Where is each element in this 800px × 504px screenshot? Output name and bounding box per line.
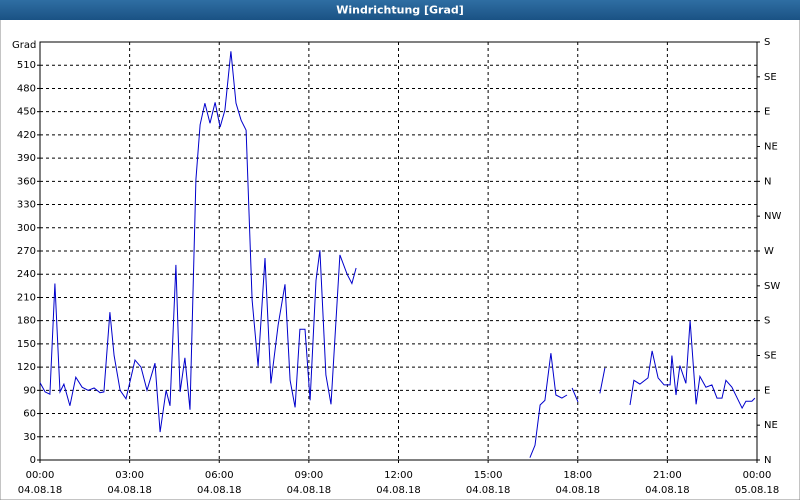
y-tick-label: 240 <box>17 269 36 280</box>
y-tick-label: 0 <box>30 455 36 466</box>
chart-title: Windrichtung [Grad] <box>336 4 464 17</box>
x-tick-date: 05.08.18 <box>735 485 780 496</box>
y-tick-label: 210 <box>17 292 36 303</box>
y2-tick-label: NE <box>764 142 778 153</box>
data-line <box>39 51 756 458</box>
y-tick-label: 270 <box>17 246 36 257</box>
y2-tick-label: NE <box>764 420 778 431</box>
y2-tick-label: SW <box>764 281 780 292</box>
y-tick-label: 150 <box>17 339 36 350</box>
x-tick-label: 09:00 <box>294 470 323 481</box>
y-tick-label: 360 <box>17 176 36 187</box>
y-tick-label: 60 <box>23 409 36 420</box>
y2-tick-label: E <box>764 107 770 118</box>
x-tick-date: 04.08.18 <box>645 485 690 496</box>
x-tick-date: 04.08.18 <box>287 485 332 496</box>
x-tick-label: 06:00 <box>205 470 234 481</box>
x-tick-label: 03:00 <box>115 470 144 481</box>
y-tick-label: 390 <box>17 153 36 164</box>
y-tick-label: 120 <box>17 362 36 373</box>
title-bar <box>0 0 800 20</box>
y-tick-label: 30 <box>23 432 36 443</box>
x-tick-date: 04.08.18 <box>197 485 242 496</box>
y2-tick-label: NW <box>764 211 781 222</box>
y-tick-label: 90 <box>23 385 36 396</box>
y2-tick-label: W <box>764 246 774 257</box>
y2-tick-label: SE <box>764 351 777 362</box>
x-tick-date: 04.08.18 <box>107 485 152 496</box>
y2-tick-label: N <box>764 176 771 187</box>
x-tick-label: 00:00 <box>743 470 772 481</box>
y-tick-label: 450 <box>17 107 36 118</box>
y-tick-label: 300 <box>17 223 36 234</box>
x-tick-label: 15:00 <box>474 470 503 481</box>
y2-tick-label: SE <box>764 72 777 83</box>
x-tick-label: 18:00 <box>563 470 592 481</box>
x-tick-label: 00:00 <box>26 470 55 481</box>
y2-tick-label: N <box>764 455 771 466</box>
x-tick-date: 04.08.18 <box>555 485 600 496</box>
x-tick-label: 21:00 <box>653 470 682 481</box>
y-axis-label: Grad <box>12 40 36 51</box>
y-tick-label: 480 <box>17 83 36 94</box>
x-tick-date: 04.08.18 <box>466 485 511 496</box>
y-tick-label: 180 <box>17 316 36 327</box>
y2-tick-label: S <box>764 316 770 327</box>
y-tick-label: 420 <box>17 130 36 141</box>
y-tick-label: 330 <box>17 200 36 211</box>
y-tick-label: 510 <box>17 60 36 71</box>
y2-tick-label: S <box>764 37 770 48</box>
x-tick-date: 04.08.18 <box>18 485 63 496</box>
x-tick-label: 12:00 <box>384 470 413 481</box>
x-tick-date: 04.08.18 <box>376 485 421 496</box>
y2-tick-label: E <box>764 385 770 396</box>
